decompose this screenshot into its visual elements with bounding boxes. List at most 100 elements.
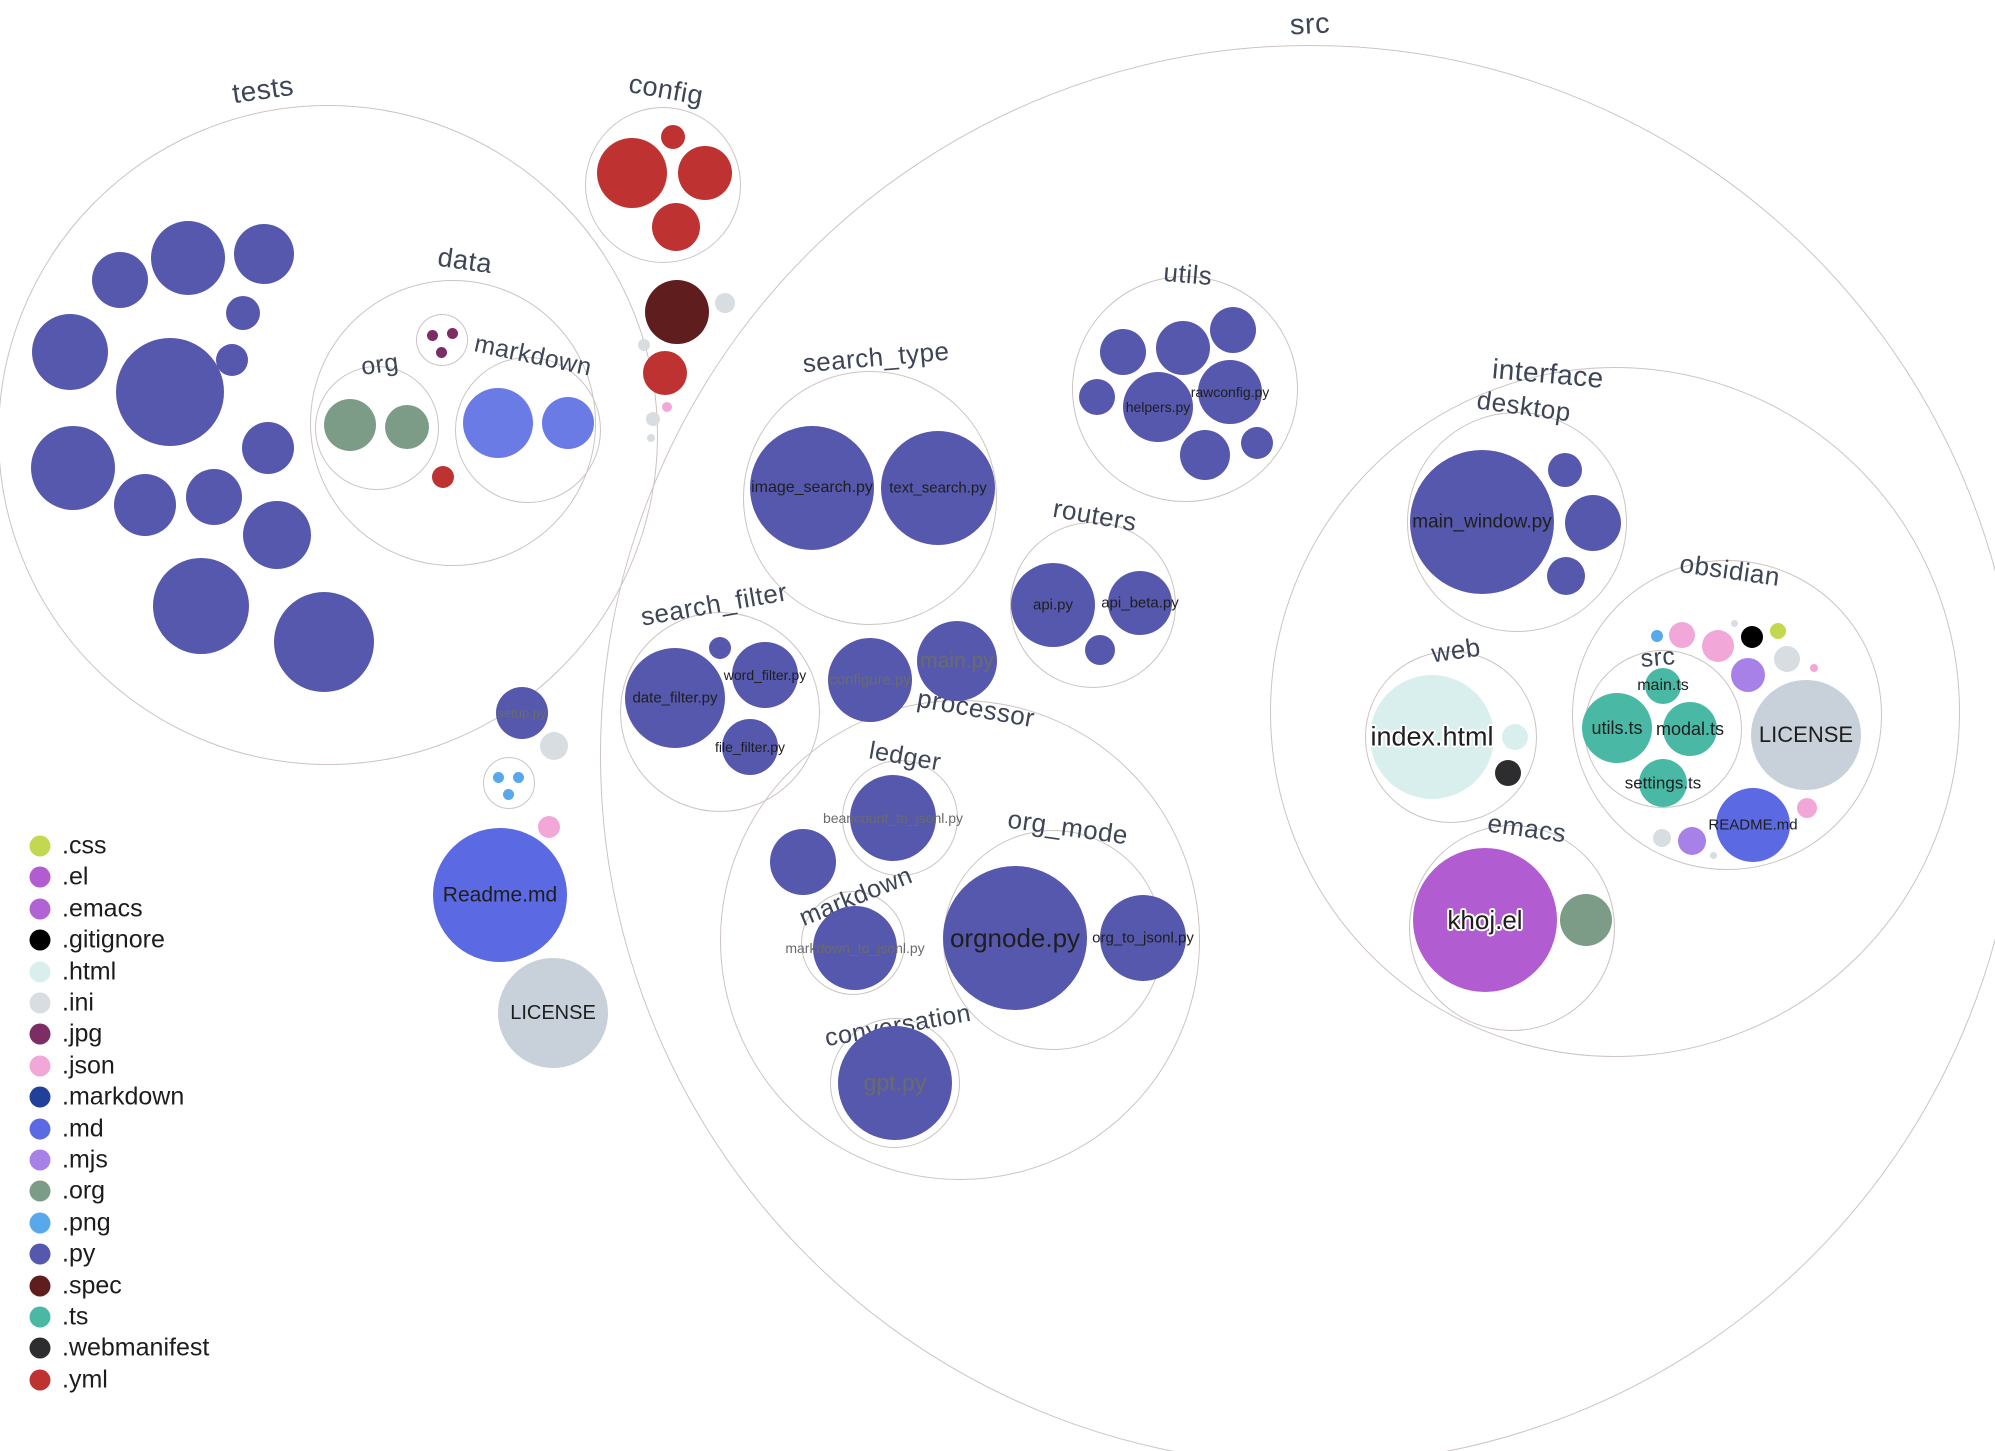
dir-src-root-circle (600, 45, 1995, 1451)
file-readme-md-obsidian-circle (1716, 788, 1790, 862)
file-jpg-1-circle (426, 329, 438, 341)
dir-src-root-label: src (1289, 7, 1331, 42)
legend-label-mjs: .mjs (62, 1145, 108, 1174)
file-json-obsidian-3-circle (1810, 664, 1818, 672)
file-py-test-13-circle (153, 558, 249, 654)
file-py-test-7-circle (216, 344, 248, 376)
file-py-test-10-circle (114, 474, 176, 536)
file-yml-config-3-circle (678, 146, 732, 200)
file-helpers-py-circle (1123, 372, 1193, 442)
file-mjs-obsidian-1-circle (1731, 658, 1765, 692)
dir-data-jpg-pack-circle (416, 314, 468, 366)
file-main-py-circle (917, 621, 997, 701)
file-setup-py-circle (496, 687, 548, 739)
legend-label-ts: .ts (62, 1302, 89, 1331)
file-khoj-el-circle (1413, 848, 1557, 992)
dir-search-type-circle (743, 371, 997, 625)
file-helpers-py-label: helpers.py (1125, 399, 1191, 415)
dir-emacs-circle (1409, 825, 1615, 1031)
file-org-to-jsonl-py-circle (1100, 895, 1186, 981)
file-webmanifest-web-circle (1495, 760, 1521, 786)
dir-tests-circle (0, 105, 658, 765)
file-py-test-12-circle (243, 501, 311, 569)
file-orgnode-py-label: orgnode.py (949, 923, 1081, 953)
file-yml-data-circle (432, 466, 454, 488)
file-api-beta-py-circle (1108, 571, 1172, 635)
file-py-test-9-circle (31, 426, 115, 510)
file-md-data-1-circle (463, 388, 533, 458)
file-date-filter-py-label: date_filter.py (632, 689, 718, 707)
file-rawconfig-py-label: rawconfig.py (1190, 384, 1270, 400)
file-yml-config-4-circle (652, 203, 700, 251)
file-json-mid-circle (538, 816, 560, 838)
file-api-py-circle (1011, 563, 1095, 647)
file-main-window-py-label: main_window.py (1412, 511, 1552, 533)
file-json-root-1-circle (662, 402, 672, 412)
file-license-root-circle (498, 958, 608, 1068)
file-py-test-11-circle (186, 469, 242, 525)
legend-label-gitignore: .gitignore (62, 925, 165, 954)
file-mjs-obsidian-2-circle (1678, 827, 1706, 855)
file-configure-py-label: configure.py (829, 671, 911, 689)
file-api-beta-py-label: api_beta.py (1101, 594, 1179, 612)
dir-web-label: web (1429, 631, 1483, 669)
file-png-1-circle (492, 771, 504, 783)
file-py-test-6-circle (116, 338, 224, 446)
file-configure-py-circle (828, 638, 912, 722)
dir-obsidian-circle (1572, 560, 1882, 870)
legend-label-markdown: .markdown (62, 1082, 185, 1111)
file-word-filter-py-label: word_filter.py (723, 667, 807, 683)
file-ini-root-1-circle (715, 293, 735, 313)
file-main-ts-circle (1645, 668, 1681, 704)
legend-label-png: .png (62, 1208, 111, 1237)
file-png-obsidian-circle (1651, 630, 1663, 642)
legend-label-yml: .yml (62, 1365, 108, 1394)
file-date-filter-py-circle (625, 648, 725, 748)
file-json-obsidian-2-circle (1702, 630, 1734, 662)
file-gitignore-obsidian-circle (1741, 626, 1763, 648)
file-ini-mid-circle (540, 732, 568, 760)
legend-dot-yml (29, 1369, 51, 1391)
file-html-web-dot-circle (1502, 724, 1528, 750)
file-modal-ts-label: modal.ts (1655, 719, 1725, 739)
file-gpt-py-circle (838, 1026, 952, 1140)
file-py-utils-1-circle (1100, 329, 1146, 375)
file-org-data-2-circle (385, 405, 429, 449)
file-py-utils-6-circle (1241, 427, 1273, 459)
dir-config-circle (585, 107, 741, 263)
dir-data-markdown-circle (455, 357, 601, 503)
file-py-search-filter-dot-circle (709, 637, 731, 659)
file-ini-obsidian-4-circle (1709, 851, 1717, 859)
file-py-utils-5-circle (1180, 430, 1230, 480)
file-spec-root-circle (645, 280, 709, 344)
legend-dot-ini (29, 992, 51, 1014)
file-settings-ts-circle (1639, 759, 1687, 807)
dir-tests-label: tests (230, 69, 296, 110)
legend-dot-webmanifest (29, 1337, 51, 1359)
file-ini-obsidian-2-circle (1774, 646, 1800, 672)
file-markdown-to-jsonl-py-circle (813, 906, 897, 990)
file-api-py-label: api.py (1032, 596, 1074, 614)
legend-label-el: .el (62, 862, 89, 891)
file-ini-root-2-circle (638, 339, 650, 351)
legend-dot-jpg (29, 1023, 51, 1045)
file-ini-root-4-circle (647, 434, 655, 442)
file-beancount-to-jsonl-py-label: beancount_to_jsonl.py (822, 810, 964, 826)
file-py-test-2-circle (151, 221, 225, 295)
file-text-search-py-circle (881, 431, 995, 545)
file-readme-md-root-circle (433, 828, 567, 962)
file-py-routers-dot-circle (1085, 635, 1115, 665)
legend-dot-json (29, 1055, 51, 1077)
file-readme-md-root-label: Readme.md (442, 883, 558, 907)
dir-web-circle (1365, 651, 1537, 823)
file-py-processor-dot-circle (770, 829, 836, 895)
dir-utils-circle (1072, 276, 1298, 502)
file-modal-ts-circle (1663, 702, 1717, 756)
file-py-desktop-3-circle (1547, 557, 1585, 595)
dir-desktop-circle (1407, 412, 1627, 632)
file-ini-obsidian-3-circle (1653, 829, 1671, 847)
legend-label-emacs: .emacs (62, 894, 143, 923)
legend-dot-html (29, 961, 51, 983)
legend-label-org: .org (62, 1176, 106, 1205)
file-readme-md-obsidian-label: README.md (1708, 816, 1798, 834)
